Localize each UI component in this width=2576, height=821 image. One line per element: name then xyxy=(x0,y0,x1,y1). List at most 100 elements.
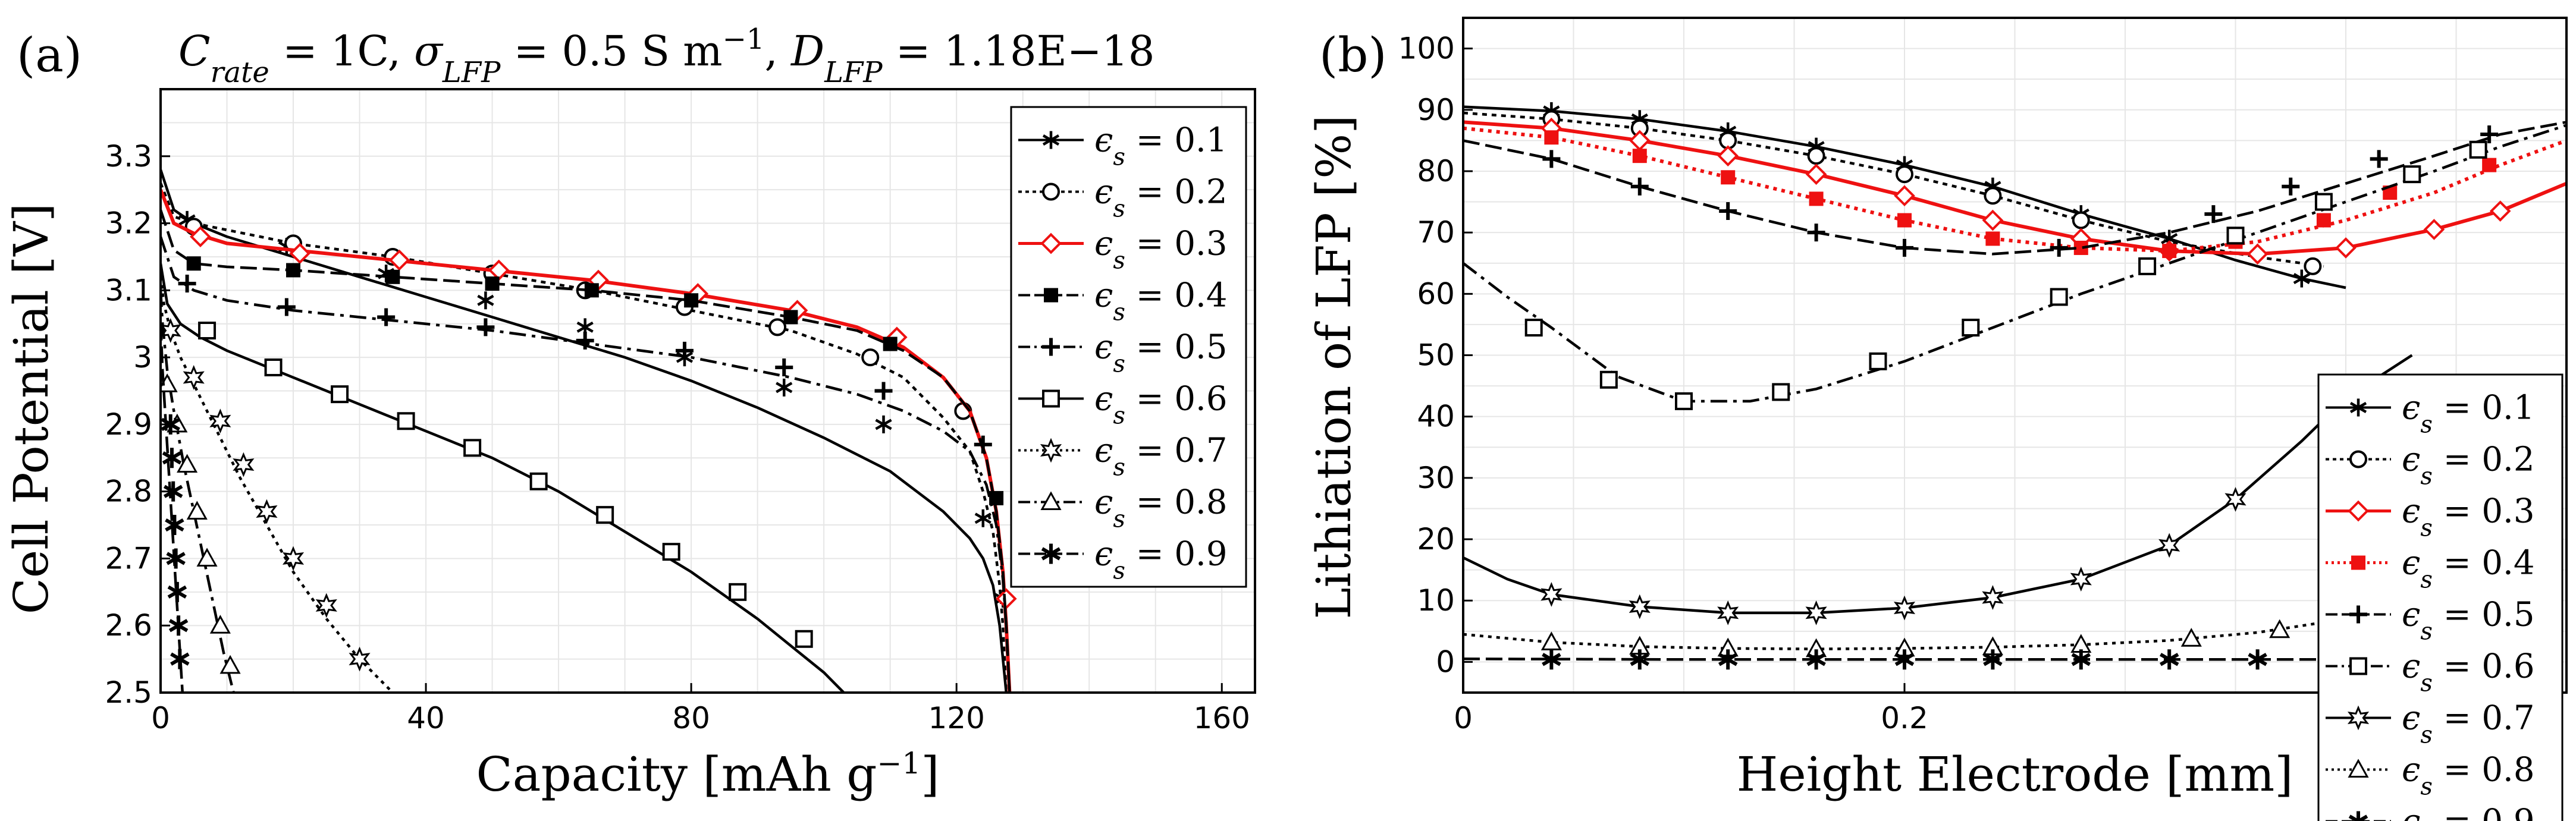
series-line-0 xyxy=(161,169,1008,693)
series-6-marker xyxy=(2224,487,2246,512)
legend-label: ϵs = 0.2 xyxy=(1094,173,1228,223)
series-8-marker xyxy=(1718,649,1738,670)
series-group xyxy=(1463,102,2566,670)
series-5-marker xyxy=(397,412,415,430)
series-1-marker xyxy=(1807,147,1825,165)
y-tick-label: 30 xyxy=(1417,461,1455,495)
y-tick-label: 60 xyxy=(1417,276,1455,311)
series-7-marker xyxy=(209,615,231,634)
legend-entry: ϵs = 0.2 xyxy=(2326,441,2535,490)
legend-box xyxy=(2317,373,2564,821)
y-tick-label: 3.2 xyxy=(105,206,152,241)
series-8-marker xyxy=(1983,649,2003,670)
series-6-marker xyxy=(282,546,305,571)
legend-entry: ϵs = 0.8 xyxy=(2326,751,2535,801)
series-2-marker xyxy=(190,226,211,247)
y-tick-label: 50 xyxy=(1417,338,1455,373)
legend-marker xyxy=(2349,450,2367,468)
series-4-marker xyxy=(2480,125,2499,144)
legend-label: ϵs = 0.6 xyxy=(2402,647,2535,697)
series-4-marker xyxy=(377,308,396,326)
legend-label: ϵs = 0.8 xyxy=(1094,483,1228,533)
legend-label: ϵs = 0.9 xyxy=(1094,535,1228,585)
y-tick-label: 3.3 xyxy=(105,139,152,174)
legend-marker xyxy=(1042,131,1060,149)
series-0-marker xyxy=(477,291,494,310)
series-7-marker xyxy=(196,548,218,567)
series-5-marker xyxy=(662,543,680,561)
series-5-marker xyxy=(463,439,482,457)
series-4-marker xyxy=(2050,238,2068,257)
series-8-marker xyxy=(163,481,183,502)
legend-entry: ϵs = 0.6 xyxy=(1018,380,1228,430)
series-5-marker xyxy=(596,506,614,524)
series-line-5 xyxy=(161,263,845,693)
series-8 xyxy=(161,323,190,693)
series-6-marker xyxy=(1893,595,1916,621)
gridlines xyxy=(1463,17,2567,693)
x-tick-label: 120 xyxy=(928,701,984,735)
series-line-6 xyxy=(1463,354,2413,615)
series-6-marker xyxy=(1540,582,1562,607)
legend-label: ϵs = 0.4 xyxy=(1094,276,1228,326)
legend-entry: ϵs = 0.1 xyxy=(1018,121,1228,171)
panel-b: 00.20.40102030405060708090100(b)Height E… xyxy=(1306,17,2568,821)
legend-entry: ϵs = 0.8 xyxy=(1018,483,1228,533)
series-3-marker xyxy=(1721,170,1736,185)
series-2-marker xyxy=(2335,237,2357,259)
legend-label: ϵs = 0.7 xyxy=(2402,699,2535,749)
series-3-marker xyxy=(684,293,699,308)
series-7 xyxy=(161,290,241,693)
series-5-marker xyxy=(529,472,548,490)
series-line-3 xyxy=(1463,126,2566,253)
series-4-marker xyxy=(2282,177,2300,196)
series-7-marker xyxy=(219,655,241,674)
series-group xyxy=(161,169,1017,693)
legend-label: ϵs = 0.1 xyxy=(1094,121,1228,171)
legend-label: ϵs = 0.9 xyxy=(2402,803,2535,821)
series-1-marker xyxy=(1984,187,2002,205)
legend-marker xyxy=(1040,438,1062,463)
series-4-marker xyxy=(476,318,495,336)
x-tick-label: 80 xyxy=(672,701,710,735)
series-6-marker xyxy=(209,408,231,434)
y-tick-label: 3.1 xyxy=(105,273,152,307)
y-axis-title: Lithiation of LFP [%] xyxy=(1306,115,1361,619)
series-3-marker xyxy=(783,310,798,325)
series-6-marker xyxy=(1982,585,2004,610)
panel-label: (a) xyxy=(17,27,82,83)
series-5-marker xyxy=(729,583,747,601)
series-4-marker xyxy=(2370,150,2388,168)
series-4-marker xyxy=(576,331,594,350)
series-4-marker xyxy=(974,435,992,454)
series-4 xyxy=(1463,121,2566,257)
x-axis-title: Capacity [mAh g−1] xyxy=(476,746,940,802)
x-tick-label: 0 xyxy=(1454,701,1473,735)
legend-label: ϵs = 0.7 xyxy=(1094,432,1228,482)
legend-label: ϵs = 0.6 xyxy=(1094,380,1228,430)
series-1-marker xyxy=(861,348,880,367)
legend-entry: ϵs = 0.7 xyxy=(2326,699,2535,749)
series-line-5 xyxy=(1463,124,2566,403)
series-1-marker xyxy=(1896,165,1913,184)
y-tick-label: 2.6 xyxy=(105,608,152,643)
legend-label: ϵs = 0.3 xyxy=(2402,492,2535,542)
series-5-marker xyxy=(264,358,283,377)
series-4-marker xyxy=(1719,202,1737,221)
series-0-marker xyxy=(776,378,793,397)
series-6 xyxy=(1463,354,2413,625)
series-2-marker xyxy=(289,243,311,265)
series-4-marker xyxy=(2204,205,2223,224)
series-2-marker xyxy=(2489,200,2511,222)
series-4-marker xyxy=(775,358,793,377)
series-5-marker xyxy=(198,322,217,339)
panel-label: (b) xyxy=(1319,27,1387,83)
series-6-marker xyxy=(315,593,337,618)
legend-label: ϵs = 0.5 xyxy=(1094,328,1228,378)
legend-marker xyxy=(2349,605,2367,624)
y-tick-label: 80 xyxy=(1417,154,1455,188)
y-tick-label: 0 xyxy=(1436,644,1455,679)
series-6-marker xyxy=(1805,600,1827,625)
legend: ϵs = 0.1ϵs = 0.2ϵs = 0.3ϵs = 0.4ϵs = 0.5… xyxy=(2317,373,2564,821)
